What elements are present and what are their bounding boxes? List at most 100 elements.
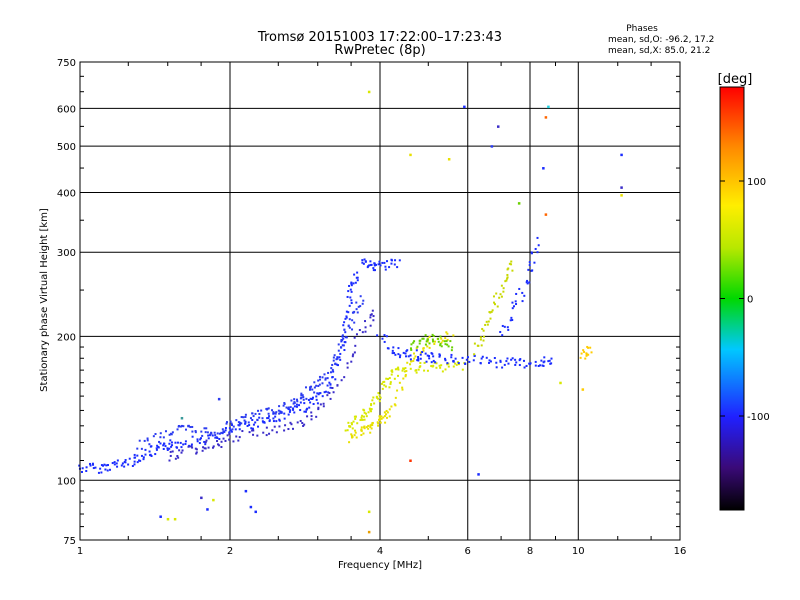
echo-point <box>385 335 388 338</box>
echo-point <box>396 374 399 377</box>
echo-point <box>252 433 255 436</box>
echo-point <box>354 415 357 418</box>
echo-point <box>355 276 358 279</box>
echo-point <box>393 377 396 380</box>
echo-point <box>312 403 315 406</box>
echo-point <box>401 388 404 391</box>
echo-point <box>377 263 380 266</box>
echo-point <box>229 429 232 432</box>
echo-point <box>164 445 167 448</box>
echo-point <box>92 463 95 466</box>
echo-point <box>310 411 313 414</box>
echo-point <box>290 399 293 402</box>
echo-point <box>398 356 401 359</box>
echo-point <box>293 401 296 404</box>
echo-point <box>382 416 385 419</box>
echo-point <box>315 384 318 387</box>
echo-point <box>350 281 353 284</box>
echo-point <box>169 454 172 457</box>
echo-point <box>409 363 412 366</box>
echo-point <box>171 450 174 453</box>
echo-point <box>81 467 84 470</box>
echo-point <box>345 316 348 319</box>
echo-point <box>326 394 329 397</box>
echo-point <box>473 342 476 345</box>
echo-point <box>406 349 409 352</box>
echo-point <box>387 378 390 381</box>
plot-grid <box>80 62 680 540</box>
echo-point <box>306 407 309 410</box>
echo-point <box>372 269 375 272</box>
echo-point <box>418 342 421 345</box>
echo-point <box>439 354 442 357</box>
echo-point <box>329 386 332 389</box>
echo-point <box>329 397 332 400</box>
echo-point <box>220 431 223 434</box>
stats-line-x: mean, sd,X: 85.0, 21.2 <box>608 46 710 56</box>
echo-point <box>502 287 505 290</box>
echo-point <box>450 349 453 352</box>
echo-point <box>330 371 333 374</box>
echo-point <box>224 439 227 442</box>
echo-point <box>337 364 340 367</box>
echo-point <box>406 361 409 364</box>
echo-point <box>417 356 420 359</box>
echo-point <box>303 423 306 426</box>
echo-point <box>142 458 145 461</box>
echo-point <box>376 421 379 424</box>
echo-point <box>528 281 531 284</box>
echo-point <box>482 335 485 338</box>
echo-point <box>169 450 172 453</box>
echo-point <box>346 362 349 365</box>
echo-point <box>313 386 316 389</box>
echo-point <box>371 421 374 424</box>
echo-point <box>485 356 488 359</box>
echo-point <box>146 439 149 442</box>
echo-point <box>164 430 167 433</box>
echo-point <box>371 424 374 427</box>
echo-point <box>367 424 370 427</box>
echo-point <box>103 463 106 466</box>
echo-point <box>430 365 433 368</box>
echo-point <box>388 415 391 418</box>
echo-point <box>381 337 384 340</box>
echo-point <box>348 425 351 428</box>
echo-point <box>302 398 305 401</box>
echo-point <box>589 346 592 349</box>
echo-point <box>221 432 224 435</box>
echo-point <box>378 419 381 422</box>
echo-point <box>407 355 410 358</box>
echo-point <box>317 406 320 409</box>
echo-point <box>385 416 388 419</box>
echo-point <box>440 364 443 367</box>
echo-point <box>415 371 418 374</box>
echo-point <box>505 360 508 363</box>
echo-point <box>364 260 367 263</box>
echo-point <box>363 418 366 421</box>
echo-point <box>348 284 351 287</box>
stats-line-o: mean, sd,O: -96.2, 17.2 <box>608 35 714 45</box>
echo-point <box>419 361 422 364</box>
echo-point <box>620 194 623 197</box>
echo-point <box>510 260 513 263</box>
echo-point <box>371 399 374 402</box>
echo-point <box>187 445 190 448</box>
echo-point <box>257 409 260 412</box>
echo-point <box>235 435 238 438</box>
echo-point <box>333 354 336 357</box>
echo-point <box>438 353 441 356</box>
echo-point <box>348 326 351 329</box>
echo-point <box>226 434 229 437</box>
echo-point <box>218 432 221 435</box>
echo-point <box>356 311 359 314</box>
echo-point <box>190 443 193 446</box>
echo-point <box>339 358 342 361</box>
echo-point <box>182 443 185 446</box>
echo-point <box>207 437 210 440</box>
echo-point <box>305 397 308 400</box>
echo-point <box>351 436 354 439</box>
echo-point <box>386 411 389 414</box>
echo-point <box>355 436 358 439</box>
echo-point <box>335 363 338 366</box>
echo-point <box>198 442 201 445</box>
